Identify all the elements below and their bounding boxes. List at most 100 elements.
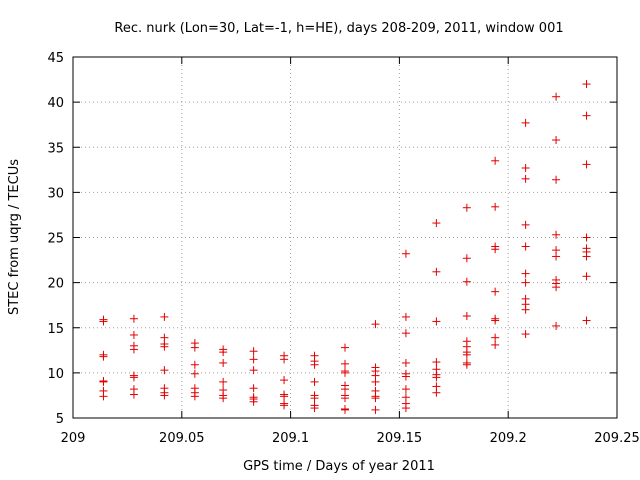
data-point <box>491 316 500 325</box>
data-point <box>99 377 108 386</box>
data-point <box>280 392 289 401</box>
data-point <box>432 388 441 397</box>
data-point <box>432 267 441 276</box>
y-tick-label: 20 <box>47 277 64 292</box>
x-tick-label: 209.1 <box>272 431 309 446</box>
data-point <box>310 404 319 413</box>
data-point <box>219 377 228 386</box>
y-axis-label: STEC from uqrg / TECUs <box>7 159 22 315</box>
data-point <box>310 360 319 369</box>
data-point <box>129 330 138 339</box>
data-point <box>249 384 258 393</box>
data-point <box>521 220 530 229</box>
x-tick-label: 209 <box>61 431 86 446</box>
data-point <box>462 254 471 263</box>
data-point <box>249 397 258 406</box>
data-point <box>219 394 228 403</box>
data-point <box>582 272 591 281</box>
data-point <box>280 355 289 364</box>
data-point <box>552 252 561 261</box>
y-tick-label: 35 <box>47 141 64 156</box>
data-point <box>341 394 349 403</box>
data-point <box>129 345 138 354</box>
data-point <box>249 347 258 356</box>
data-point <box>462 350 471 359</box>
data-point <box>491 340 500 349</box>
data-point <box>341 343 349 352</box>
data-point <box>521 305 530 314</box>
data-points <box>99 80 591 414</box>
data-point <box>582 111 591 120</box>
data-point <box>432 373 441 382</box>
data-point <box>552 230 561 239</box>
data-point <box>160 342 169 351</box>
data-point <box>552 175 561 184</box>
data-point <box>521 278 530 287</box>
data-point <box>491 245 500 254</box>
data-point <box>521 118 530 127</box>
x-tick-label: 209.05 <box>159 431 205 446</box>
data-point <box>552 136 561 145</box>
data-point <box>341 368 349 377</box>
data-point <box>552 92 561 101</box>
data-point <box>190 392 199 401</box>
x-tick-label: 209.25 <box>594 431 640 446</box>
data-point <box>219 348 228 357</box>
data-point <box>521 242 530 251</box>
data-point <box>99 317 108 326</box>
data-point <box>401 249 410 258</box>
data-point <box>462 360 471 369</box>
x-tick-label: 209.15 <box>377 431 423 446</box>
data-point <box>249 366 258 375</box>
data-point <box>219 358 228 367</box>
data-point <box>371 394 380 403</box>
x-axis-label: GPS time / Days of year 2011 <box>243 459 435 474</box>
data-point <box>582 252 591 261</box>
data-point <box>491 333 500 342</box>
data-point <box>249 355 258 364</box>
y-tick-label: 5 <box>56 412 64 427</box>
data-point <box>521 164 530 173</box>
data-point <box>371 405 380 414</box>
data-point <box>190 360 199 369</box>
data-point <box>310 394 319 403</box>
data-point <box>582 316 591 325</box>
data-point <box>129 390 138 399</box>
y-tick-label: 25 <box>47 232 64 247</box>
data-point <box>280 401 289 410</box>
x-tick-label: 209.2 <box>490 431 527 446</box>
data-point <box>521 174 530 183</box>
data-point <box>491 202 500 211</box>
data-point <box>160 312 169 321</box>
y-tick-label: 15 <box>47 322 64 337</box>
data-point <box>462 203 471 212</box>
data-point <box>432 317 441 326</box>
data-point <box>190 369 199 378</box>
data-point <box>401 385 410 394</box>
chart-title: Rec. nurk (Lon=30, Lat=-1, h=HE), days 2… <box>114 21 563 36</box>
data-point <box>280 376 289 385</box>
data-point <box>462 277 471 286</box>
data-point <box>160 391 169 400</box>
data-point <box>521 269 530 278</box>
data-point <box>491 287 500 296</box>
axis-ticks <box>72 56 618 419</box>
data-point <box>432 219 441 228</box>
data-point <box>552 283 561 292</box>
data-point <box>99 352 108 361</box>
data-point <box>129 314 138 323</box>
y-tick-label: 30 <box>47 186 64 201</box>
y-tick-label: 45 <box>47 51 64 66</box>
data-point <box>99 392 108 401</box>
data-point <box>552 321 561 330</box>
y-tick-label: 40 <box>47 96 64 111</box>
data-point <box>129 373 138 382</box>
data-point <box>401 329 410 338</box>
data-point <box>582 160 591 169</box>
data-point <box>432 358 441 367</box>
data-point <box>582 80 591 89</box>
x-tick-labels: 209 209.05 209.1 209.15 209.2 209.25 <box>61 431 640 446</box>
data-point <box>401 358 410 367</box>
data-point <box>341 359 349 368</box>
y-tick-label: 10 <box>47 367 64 382</box>
